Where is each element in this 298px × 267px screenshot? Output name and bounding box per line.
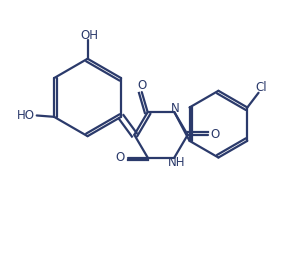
- Text: O: O: [138, 79, 147, 92]
- Text: Cl: Cl: [255, 81, 267, 94]
- Text: NH: NH: [168, 156, 185, 169]
- Text: N: N: [171, 102, 180, 115]
- Text: HO: HO: [17, 109, 35, 122]
- Text: O: O: [211, 128, 220, 141]
- Text: O: O: [116, 151, 125, 164]
- Text: OH: OH: [80, 29, 98, 42]
